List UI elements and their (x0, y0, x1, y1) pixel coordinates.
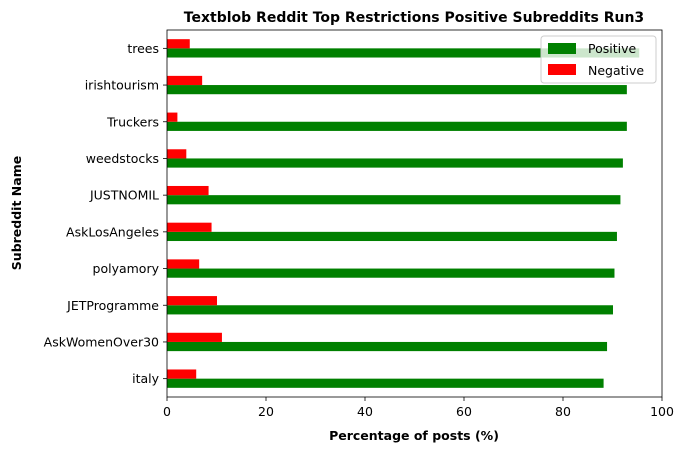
bar-positive-irishtourism (167, 85, 627, 95)
x-tick-label-80: 80 (555, 404, 571, 419)
legend-label-positive: Positive (588, 41, 636, 56)
x-tick-label-60: 60 (456, 404, 472, 419)
y-tick-label-polyamory: polyamory (93, 261, 160, 276)
bar-positive-jetprogramme (167, 305, 613, 315)
plot-area-frame (166, 29, 663, 398)
x-tick-label-100: 100 (650, 404, 674, 419)
x-tick-label-20: 20 (258, 404, 274, 419)
bar-negative-justnomil (167, 185, 209, 196)
bar-negative-italy (167, 369, 197, 379)
bar-positive-trees (167, 48, 640, 58)
bar-positive-truckers (167, 121, 627, 131)
legend-swatch-positive (548, 43, 576, 54)
legend-label-negative: Negative (588, 63, 644, 78)
y-tick-label-weedstocks: weedstocks (86, 151, 159, 166)
bar-positive-polyamory (167, 268, 615, 278)
bar-positive-italy (167, 378, 604, 388)
legend-swatch-negative (548, 64, 576, 75)
bar-negative-irishtourism (167, 75, 203, 86)
bar-negative-asklosangeles (167, 222, 212, 232)
bar-negative-jetprogramme (167, 296, 217, 306)
bar-positive-asklosangeles (167, 231, 617, 242)
y-tick-label-jetprogramme: JETProgramme (66, 298, 159, 313)
bar-positive-justnomil (167, 195, 621, 205)
y-tick-label-asklosangeles: AskLosAngeles (66, 224, 159, 239)
y-tick-label-italy: italy (132, 371, 160, 386)
x-axis-title: Percentage of posts (%) (329, 428, 499, 443)
chart-title: Textblob Reddit Top Restrictions Positiv… (184, 10, 644, 26)
bar-positive-weedstocks (167, 158, 623, 168)
bar-negative-trees (167, 39, 190, 49)
y-tick-label-askwomenover30: AskWomenOver30 (44, 334, 159, 349)
legend: Positive Negative (540, 35, 657, 84)
bar-negative-weedstocks (167, 149, 187, 159)
x-tick-label-40: 40 (357, 404, 373, 419)
bar-negative-polyamory (167, 259, 200, 269)
y-axis-title: Subreddit Name (9, 156, 24, 270)
y-tick-label-justnomil: JUSTNOMIL (89, 188, 159, 203)
bar-negative-truckers (167, 112, 178, 122)
axis-ticks-group: italy AskWomenOver30 JETProgramme polyamory… (44, 41, 674, 419)
bars-group (167, 39, 640, 388)
y-tick-label-truckers: Truckers (106, 114, 159, 129)
bar-positive-askwomenover30 (167, 341, 608, 352)
y-tick-label-irishtourism: irishtourism (85, 78, 159, 93)
bar-negative-askwomenover30 (167, 332, 222, 342)
x-tick-label-0: 0 (163, 404, 171, 419)
y-tick-label-trees: trees (127, 41, 159, 56)
